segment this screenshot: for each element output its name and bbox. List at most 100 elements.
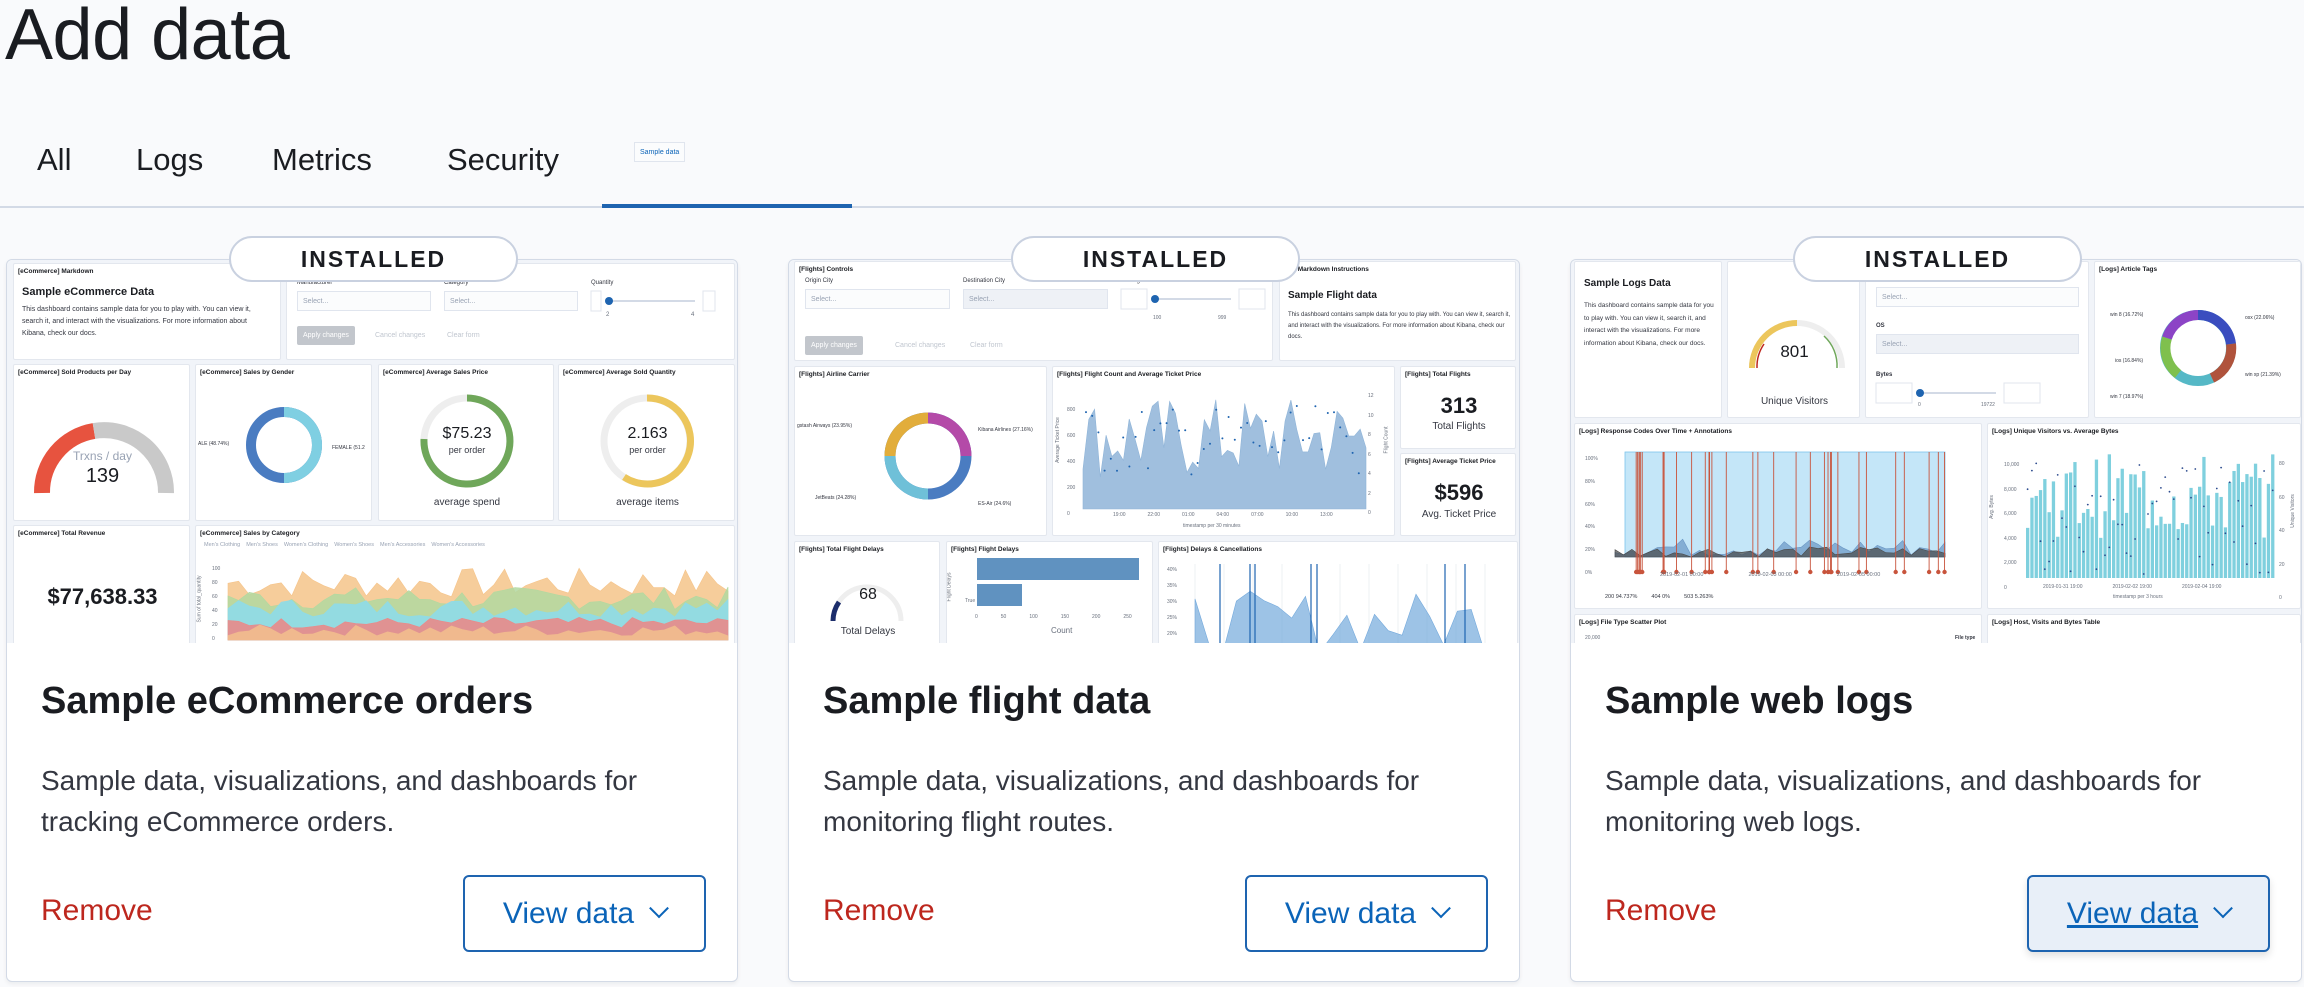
y-label: Flight Delays xyxy=(946,572,953,602)
price-point xyxy=(1165,422,1168,425)
manufacturer-select: Select... xyxy=(297,291,431,311)
gauge-value: 139 xyxy=(85,465,120,487)
preview-heading: Sample eCommerce Data xyxy=(22,286,155,298)
price-point xyxy=(1264,420,1267,423)
card-description: Sample data, visualizations, and dashboa… xyxy=(41,765,638,837)
price-point xyxy=(1085,411,1087,414)
bytes-point xyxy=(2065,526,2068,528)
tick: 40% xyxy=(1585,524,1596,531)
annotation-marker xyxy=(1724,569,1729,575)
visitors-bar xyxy=(2266,483,2271,578)
tab-bar: All Logs Metrics Security Sample data xyxy=(0,130,2304,208)
delays-chart xyxy=(1194,564,1486,643)
view-data-button[interactable]: View data xyxy=(2027,875,2270,952)
view-data-label: View data xyxy=(1284,896,1417,930)
bytes-point xyxy=(2185,470,2188,472)
card-description: Sample data, visualizations, and dashboa… xyxy=(823,765,1420,837)
tab-security[interactable]: Security xyxy=(447,142,559,177)
tick: 0 xyxy=(2004,584,2007,591)
tab-all[interactable]: All xyxy=(37,142,72,177)
category-area xyxy=(227,624,729,641)
remove-button[interactable]: Remove xyxy=(41,894,153,927)
price-point xyxy=(1246,422,1249,424)
tick: 20% xyxy=(1585,547,1596,554)
visitors-bar xyxy=(2189,487,2193,578)
tab-sample-data[interactable]: Sample data xyxy=(634,142,686,162)
tick: 0 xyxy=(1368,510,1371,516)
sample-card-ecommerce: INSTALLED [eCommerce] Markdown Sample eC… xyxy=(6,236,738,982)
panel-title: [Flights] Airline Carrier xyxy=(799,371,870,378)
card-description: Sample data, visualizations, and dashboa… xyxy=(1605,765,2202,837)
response-codes-panel: [Logs] Response Codes Over Time + Annota… xyxy=(1574,423,1982,609)
visitors-bar xyxy=(2223,527,2228,578)
bytes-point xyxy=(2112,498,2115,501)
price-point xyxy=(1196,462,1199,464)
tick: 22:00 xyxy=(1147,512,1161,518)
flight-count-chart xyxy=(1082,399,1367,510)
price-point xyxy=(1233,438,1236,441)
avg-sold-quantity-panel: [eCommerce] Average Sold Quantity 2.163 … xyxy=(558,364,735,521)
cancel-changes-link: Cancel changes xyxy=(375,332,426,339)
donut-label: ios (16.84%) xyxy=(2115,358,2144,364)
stacked-area-chart xyxy=(227,567,729,641)
annotation-marker xyxy=(1829,569,1834,575)
tick: 100 xyxy=(1029,614,1038,620)
donut-chart xyxy=(246,407,322,483)
tick: 60 xyxy=(2279,494,2285,501)
bytes-point xyxy=(2237,499,2240,502)
page-title: Add data xyxy=(5,0,290,75)
gauge-chart xyxy=(830,584,904,622)
price-point xyxy=(1333,411,1335,414)
bytes-point xyxy=(2095,568,2098,571)
apply-changes-button: Apply changes xyxy=(297,326,355,345)
view-data-button[interactable]: View data xyxy=(1245,875,1488,952)
metric-caption: average spend xyxy=(433,497,501,508)
bytes-point xyxy=(2091,494,2093,497)
price-point xyxy=(1134,435,1137,438)
bytes-point xyxy=(2061,517,2063,519)
legend-item: Women's Accessories xyxy=(431,542,485,548)
panel-title: [Flights] Average Ticket Price xyxy=(1405,458,1496,465)
tick: 2019-01-31 19:00 xyxy=(2043,584,2083,590)
legend-item: Men's Shoes xyxy=(246,542,278,548)
price-point xyxy=(1122,436,1125,439)
visitors-bar xyxy=(2030,497,2034,578)
visitors-bar xyxy=(2094,459,2099,578)
visitors-bar xyxy=(2193,494,2197,578)
tick: 200 xyxy=(1067,485,1076,491)
apply-changes-button: Apply changes xyxy=(805,336,863,355)
annotation-marker xyxy=(1808,569,1813,575)
bytes-point xyxy=(2246,563,2248,566)
annotation-marker xyxy=(1902,569,1907,575)
price-point xyxy=(1159,422,1162,425)
right-label: Unique Visitors xyxy=(2289,494,2296,528)
panel-title: [Flights] Flight Count and Average Ticke… xyxy=(1057,371,1202,378)
bytes-point xyxy=(2117,523,2119,526)
avg-sales-price-panel: [eCommerce] Average Sales Price $75.23 p… xyxy=(378,364,554,521)
price-point xyxy=(1271,446,1273,449)
bytes-point xyxy=(2104,554,2106,557)
tick: 6,000 xyxy=(2004,511,2017,517)
bytes-point xyxy=(2129,555,2132,557)
price-point xyxy=(1326,412,1329,414)
price-point xyxy=(1240,426,1242,429)
tab-metrics[interactable]: Metrics xyxy=(272,142,372,177)
bytes-point xyxy=(2220,466,2222,469)
view-data-button[interactable]: View data xyxy=(463,875,706,952)
panel-title: [Flights] Delays & Cancellations xyxy=(1163,546,1262,553)
donut-label: JetBeats (24.28%) xyxy=(815,495,857,501)
tick: 4,000 xyxy=(2004,535,2017,542)
installed-badge: INSTALLED xyxy=(229,236,518,282)
remove-button[interactable]: Remove xyxy=(1605,894,1717,927)
annotation-marker xyxy=(1835,569,1841,575)
remove-button[interactable]: Remove xyxy=(823,894,935,927)
metric-value: $596 xyxy=(1434,480,1484,505)
status-503-area xyxy=(1614,546,1946,558)
card-title: Sample eCommerce orders xyxy=(41,680,534,722)
price-point xyxy=(1103,469,1106,472)
tab-logs[interactable]: Logs xyxy=(136,142,204,177)
control-label: Category xyxy=(444,280,469,286)
tick: 200 xyxy=(1092,614,1101,620)
tick: 150 xyxy=(1060,614,1070,620)
sales-by-gender-panel: [eCommerce] Sales by Gender ALE (48.74%)… xyxy=(195,364,372,521)
